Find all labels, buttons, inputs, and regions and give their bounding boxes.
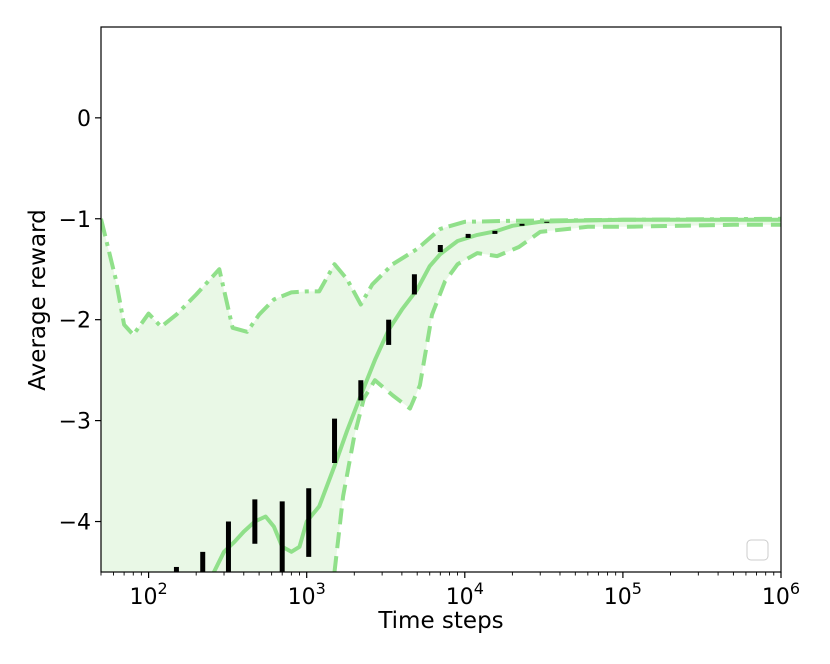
x-tick-label: 104	[446, 579, 484, 610]
confidence-band	[101, 218, 781, 572]
x-tick-label: 106	[762, 579, 800, 610]
tick-labels: 102 103 104 105 106 0 −1 −2 −3 −4	[59, 107, 801, 610]
confidence-band-area	[101, 218, 781, 572]
y-tick-label: −2	[59, 309, 91, 334]
series-line-dashed	[332, 222, 781, 572]
y-tick-label: 0	[77, 107, 91, 132]
error-bars	[173, 221, 550, 572]
y-tick-label: −1	[59, 208, 91, 233]
y-tick-label: −4	[59, 511, 91, 536]
x-tick-label: 102	[129, 579, 167, 610]
x-tick-label: 103	[288, 579, 326, 610]
y-tick-label: −3	[59, 410, 91, 435]
x-axis-label: Time steps	[377, 608, 503, 634]
axis-ticks	[95, 117, 782, 578]
plot-frame	[100, 26, 782, 573]
y-axis-label: Average reward	[25, 209, 51, 390]
legend-box	[746, 539, 769, 561]
x-tick-label: 105	[604, 579, 642, 610]
series-line-dash-dot	[101, 216, 781, 337]
